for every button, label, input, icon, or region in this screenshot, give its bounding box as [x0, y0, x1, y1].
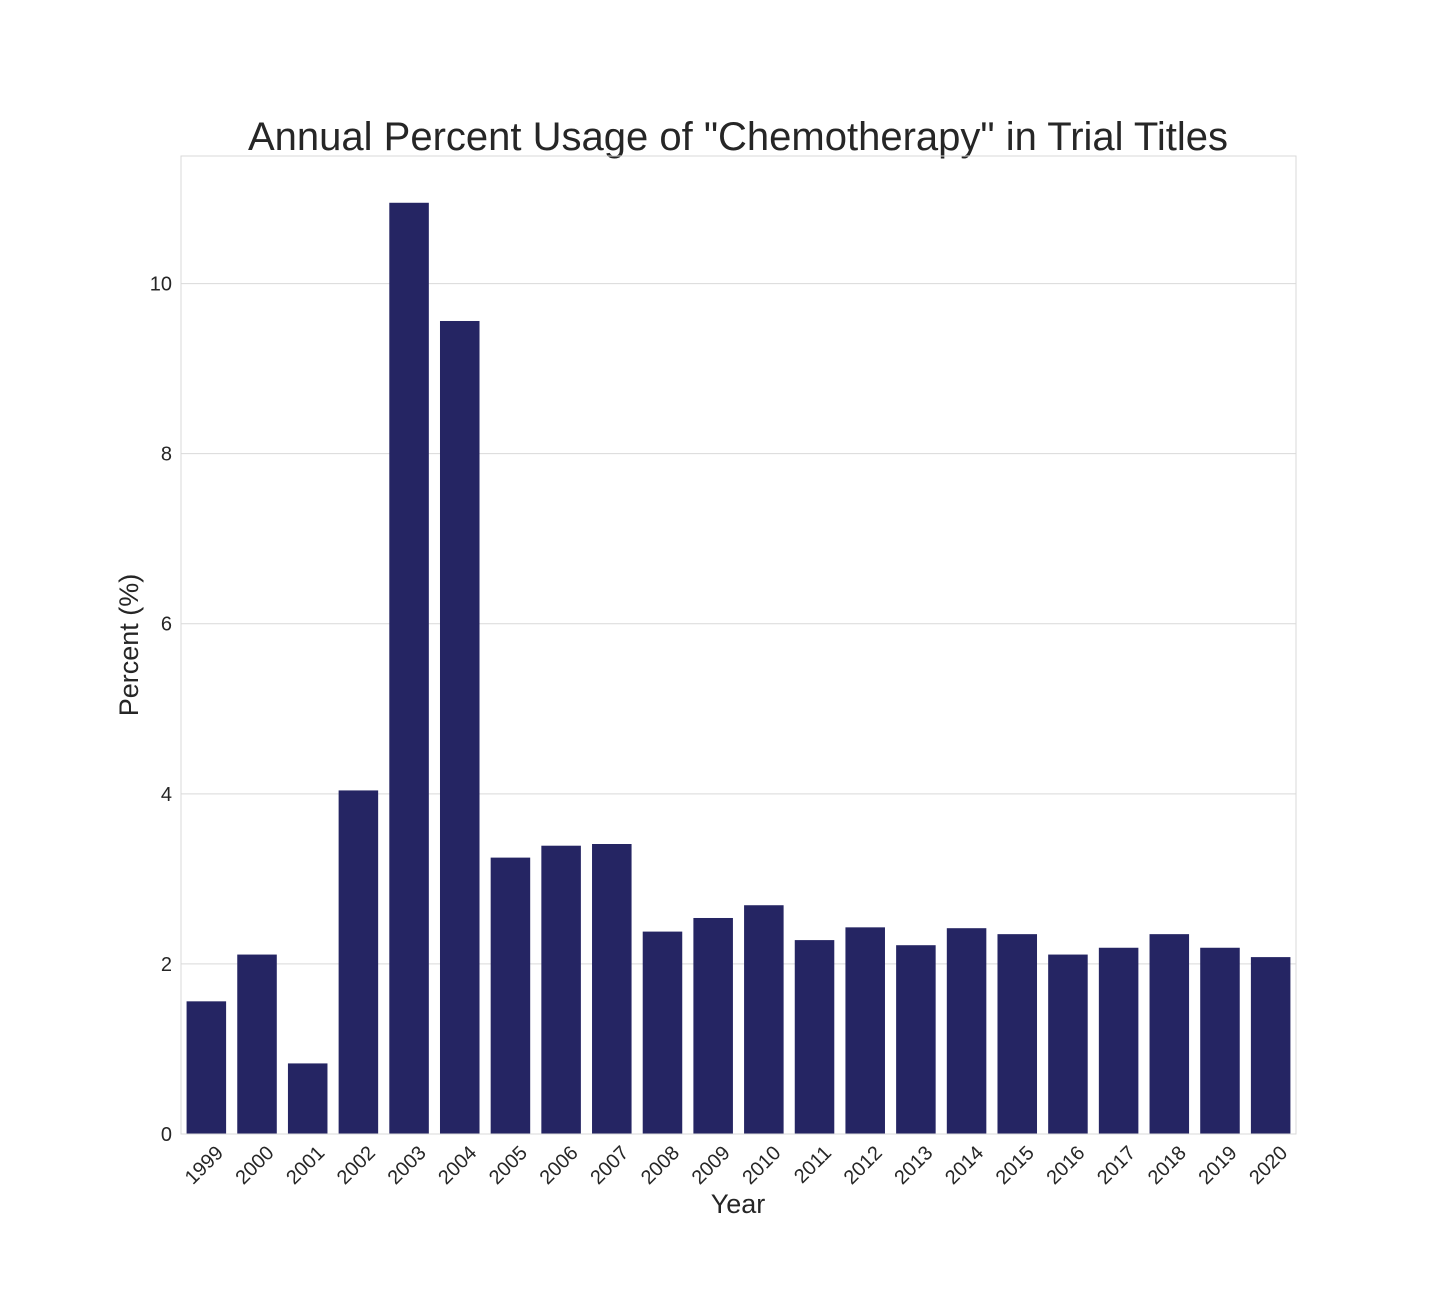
bar-2016	[1048, 954, 1088, 1134]
y-axis-title: Percent (%)	[114, 574, 144, 717]
bar-2020	[1250, 957, 1291, 1134]
bar-2001	[287, 1063, 328, 1134]
x-tick-label: 2019	[1194, 1142, 1241, 1189]
x-tick-label: 2015	[992, 1142, 1039, 1189]
x-tick-label: 2001	[282, 1142, 329, 1189]
bar-2004	[439, 320, 480, 1134]
x-tick-label: 2006	[536, 1142, 583, 1189]
bars	[186, 202, 1291, 1134]
x-tick-label: 2010	[738, 1142, 785, 1189]
bar-2012	[845, 927, 885, 1134]
bar-2014	[946, 928, 987, 1134]
x-tick-label: 2003	[384, 1142, 431, 1189]
x-tick-label: 2004	[434, 1142, 481, 1189]
bar-2008	[642, 931, 683, 1134]
bar-2018	[1149, 934, 1190, 1134]
bar-2000	[237, 954, 277, 1134]
x-tick-label: 2017	[1093, 1142, 1140, 1189]
x-tick-label: 2014	[941, 1142, 988, 1189]
x-tick-label: 2008	[637, 1142, 684, 1189]
y-tick-label: 6	[161, 614, 172, 636]
x-tick-label: 1999	[181, 1142, 228, 1189]
y-tick-label: 4	[161, 784, 172, 806]
bar-2010	[744, 905, 784, 1134]
bar-2013	[896, 945, 936, 1134]
chart-title: Annual Percent Usage of "Chemotherapy" i…	[248, 115, 1228, 159]
x-tick-label: 2000	[232, 1142, 279, 1189]
bar-2007	[592, 844, 632, 1134]
bar-2019	[1200, 947, 1240, 1134]
x-tick-label: 2007	[586, 1142, 633, 1189]
bar-2015	[997, 934, 1038, 1134]
bar-2005	[490, 857, 531, 1134]
x-tick-label: 2002	[333, 1142, 380, 1189]
bar-1999	[186, 1001, 227, 1134]
y-tick-label: 0	[161, 1124, 172, 1146]
x-tick-labels: 1999 2000 2001 2002 2003 2004 2005 2006 2007 2008…	[181, 1142, 1292, 1189]
x-tick-label: 2020	[1245, 1142, 1292, 1189]
x-tick-label: 2013	[890, 1142, 937, 1189]
bar-2002	[338, 790, 379, 1134]
y-tick-labels: 0 2 4 6 8 10	[150, 274, 172, 1146]
y-tick-label: 8	[161, 444, 172, 466]
plot-frame	[180, 155, 1297, 1135]
y-tick-label: 2	[161, 954, 172, 976]
x-tick-label: 2005	[485, 1142, 532, 1189]
y-tick-label: 10	[150, 274, 172, 296]
x-tick-label: 2018	[1144, 1142, 1191, 1189]
x-tick-label: 2011	[790, 1142, 836, 1188]
x-axis-title: Year	[711, 1189, 766, 1219]
bar-2017	[1098, 947, 1139, 1134]
x-tick-label: 2012	[840, 1142, 887, 1189]
bar-2009	[693, 917, 733, 1134]
bar-2011	[794, 940, 835, 1134]
x-tick-label: 2009	[688, 1142, 735, 1189]
x-tick-label: 2016	[1042, 1142, 1089, 1189]
bar-2006	[541, 845, 581, 1134]
bar-2003	[389, 202, 429, 1134]
